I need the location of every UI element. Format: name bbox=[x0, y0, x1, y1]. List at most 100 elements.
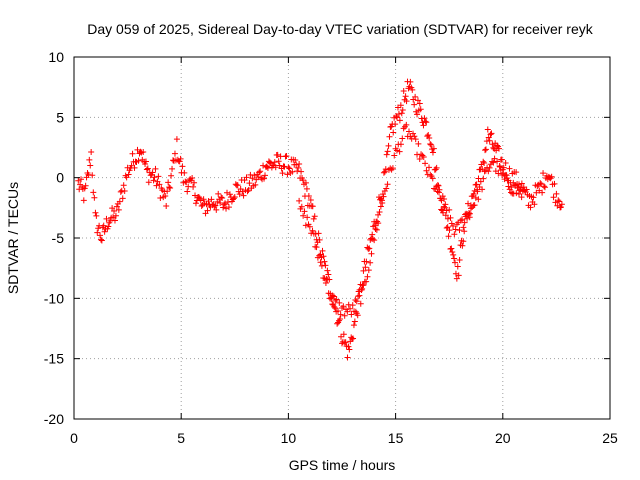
data-point bbox=[332, 297, 339, 304]
data-point bbox=[541, 184, 548, 191]
data-point bbox=[105, 223, 112, 230]
data-point bbox=[513, 190, 520, 197]
data-point bbox=[355, 288, 362, 295]
data-point bbox=[418, 151, 425, 158]
data-point bbox=[87, 162, 94, 169]
y-tick-label: 0 bbox=[56, 170, 64, 186]
data-point bbox=[428, 141, 435, 148]
data-point bbox=[421, 115, 428, 122]
data-point bbox=[454, 263, 461, 270]
data-point bbox=[496, 163, 503, 170]
data-point bbox=[116, 198, 123, 205]
data-point bbox=[442, 212, 449, 219]
data-point bbox=[344, 354, 351, 361]
data-point bbox=[113, 203, 120, 210]
data-point bbox=[487, 131, 494, 138]
data-point bbox=[460, 238, 467, 245]
data-point bbox=[318, 262, 325, 269]
data-point bbox=[94, 229, 101, 236]
data-point bbox=[360, 282, 367, 289]
x-tick-label: 0 bbox=[70, 430, 78, 446]
data-point bbox=[379, 199, 386, 206]
data-point bbox=[508, 189, 515, 196]
data-point bbox=[298, 168, 305, 175]
data-point bbox=[349, 302, 356, 309]
data-point bbox=[226, 191, 233, 198]
x-tick-label: 25 bbox=[602, 430, 618, 446]
data-point bbox=[556, 198, 563, 205]
data-point bbox=[359, 285, 366, 292]
data-point bbox=[293, 161, 300, 168]
data-point bbox=[441, 196, 448, 203]
data-point bbox=[482, 146, 489, 153]
data-point bbox=[90, 189, 97, 196]
data-point bbox=[426, 164, 433, 171]
data-point bbox=[337, 311, 344, 318]
data-point bbox=[208, 196, 215, 203]
data-point bbox=[436, 189, 443, 196]
data-point bbox=[446, 206, 453, 213]
data-point bbox=[460, 224, 467, 231]
data-point bbox=[400, 88, 407, 95]
data-point bbox=[447, 214, 454, 221]
data-point bbox=[157, 195, 164, 202]
data-point bbox=[142, 158, 149, 165]
y-tick-label: 5 bbox=[56, 109, 64, 125]
data-point bbox=[149, 169, 156, 176]
x-ticks: 0 5 10 15 20 25 bbox=[70, 57, 618, 446]
data-point bbox=[427, 140, 434, 147]
data-point bbox=[420, 154, 427, 161]
data-point bbox=[417, 106, 424, 113]
data-point bbox=[438, 197, 445, 204]
data-point bbox=[272, 164, 279, 171]
data-point bbox=[310, 230, 317, 237]
data-point bbox=[203, 201, 210, 208]
data-point bbox=[548, 173, 555, 180]
data-point bbox=[459, 216, 466, 223]
data-point bbox=[167, 185, 174, 192]
y-tick-label: -20 bbox=[44, 411, 64, 427]
data-point bbox=[341, 312, 348, 319]
data-point bbox=[372, 225, 379, 232]
data-point bbox=[284, 171, 291, 178]
data-point bbox=[200, 196, 207, 203]
data-point bbox=[414, 97, 421, 104]
data-point bbox=[119, 195, 126, 202]
data-point bbox=[356, 292, 363, 299]
data-point bbox=[406, 128, 412, 135]
y-tick-label: 10 bbox=[48, 49, 64, 65]
data-point bbox=[365, 267, 372, 274]
data-point bbox=[500, 170, 507, 177]
data-point bbox=[432, 185, 439, 192]
data-point bbox=[451, 255, 458, 262]
data-point bbox=[534, 183, 541, 190]
data-point bbox=[553, 190, 560, 197]
data-point bbox=[173, 136, 180, 143]
chart-title: Day 059 of 2025, Sidereal Day-to-day VTE… bbox=[87, 21, 593, 37]
data-point bbox=[446, 227, 453, 234]
data-point bbox=[351, 308, 358, 315]
data-point bbox=[125, 171, 132, 178]
data-point bbox=[212, 202, 219, 209]
data-points bbox=[75, 78, 565, 361]
data-point bbox=[101, 228, 108, 235]
data-point bbox=[156, 181, 163, 188]
data-point bbox=[363, 278, 370, 285]
data-point bbox=[340, 303, 347, 310]
data-point bbox=[403, 121, 410, 128]
data-point bbox=[527, 204, 534, 211]
data-point bbox=[97, 236, 104, 243]
data-point bbox=[514, 184, 521, 191]
data-point bbox=[403, 98, 410, 105]
data-point bbox=[465, 200, 472, 207]
x-tick-label: 15 bbox=[388, 430, 404, 446]
data-point bbox=[92, 209, 99, 216]
data-point bbox=[121, 188, 128, 195]
data-point bbox=[317, 259, 324, 266]
data-point bbox=[452, 259, 459, 266]
data-point bbox=[140, 148, 147, 155]
data-point bbox=[81, 185, 88, 192]
data-point bbox=[413, 108, 420, 115]
data-point bbox=[316, 252, 323, 259]
data-point bbox=[334, 307, 341, 314]
